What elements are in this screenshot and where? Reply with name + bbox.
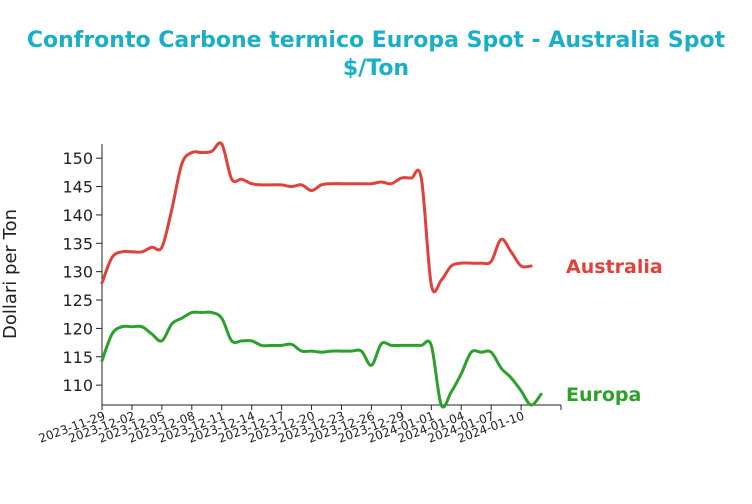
y-tick-label: 115 (62, 348, 93, 367)
y-tick-label: 145 (62, 178, 93, 197)
y-tick-label: 125 (62, 291, 93, 310)
y-tick-label: 110 (62, 376, 93, 395)
y-tick-label: 140 (62, 206, 93, 225)
chart-subtitle: $/Ton (343, 56, 409, 81)
series-line-europa (100, 310, 543, 409)
y-tick-label: 150 (62, 149, 93, 168)
series-label-australia: Australia (566, 256, 663, 278)
series-layer: Australia Europa (100, 141, 663, 409)
y-tick-label: 135 (62, 234, 93, 253)
series-line-australia (100, 141, 533, 294)
x-axis: 2023-11-292023-12-022023-12-052023-12-08… (37, 404, 562, 446)
y-tick-label: 120 (62, 319, 93, 338)
y-axis: 110 115 120 125 130 135 140 145 150 (62, 144, 103, 405)
y-tick-label: 130 (62, 263, 93, 282)
chart-title: Confronto Carbone termico Europa Spot - … (27, 28, 726, 53)
y-axis-label: Dollari per Ton (0, 209, 21, 339)
series-label-europa: Europa (566, 384, 641, 406)
